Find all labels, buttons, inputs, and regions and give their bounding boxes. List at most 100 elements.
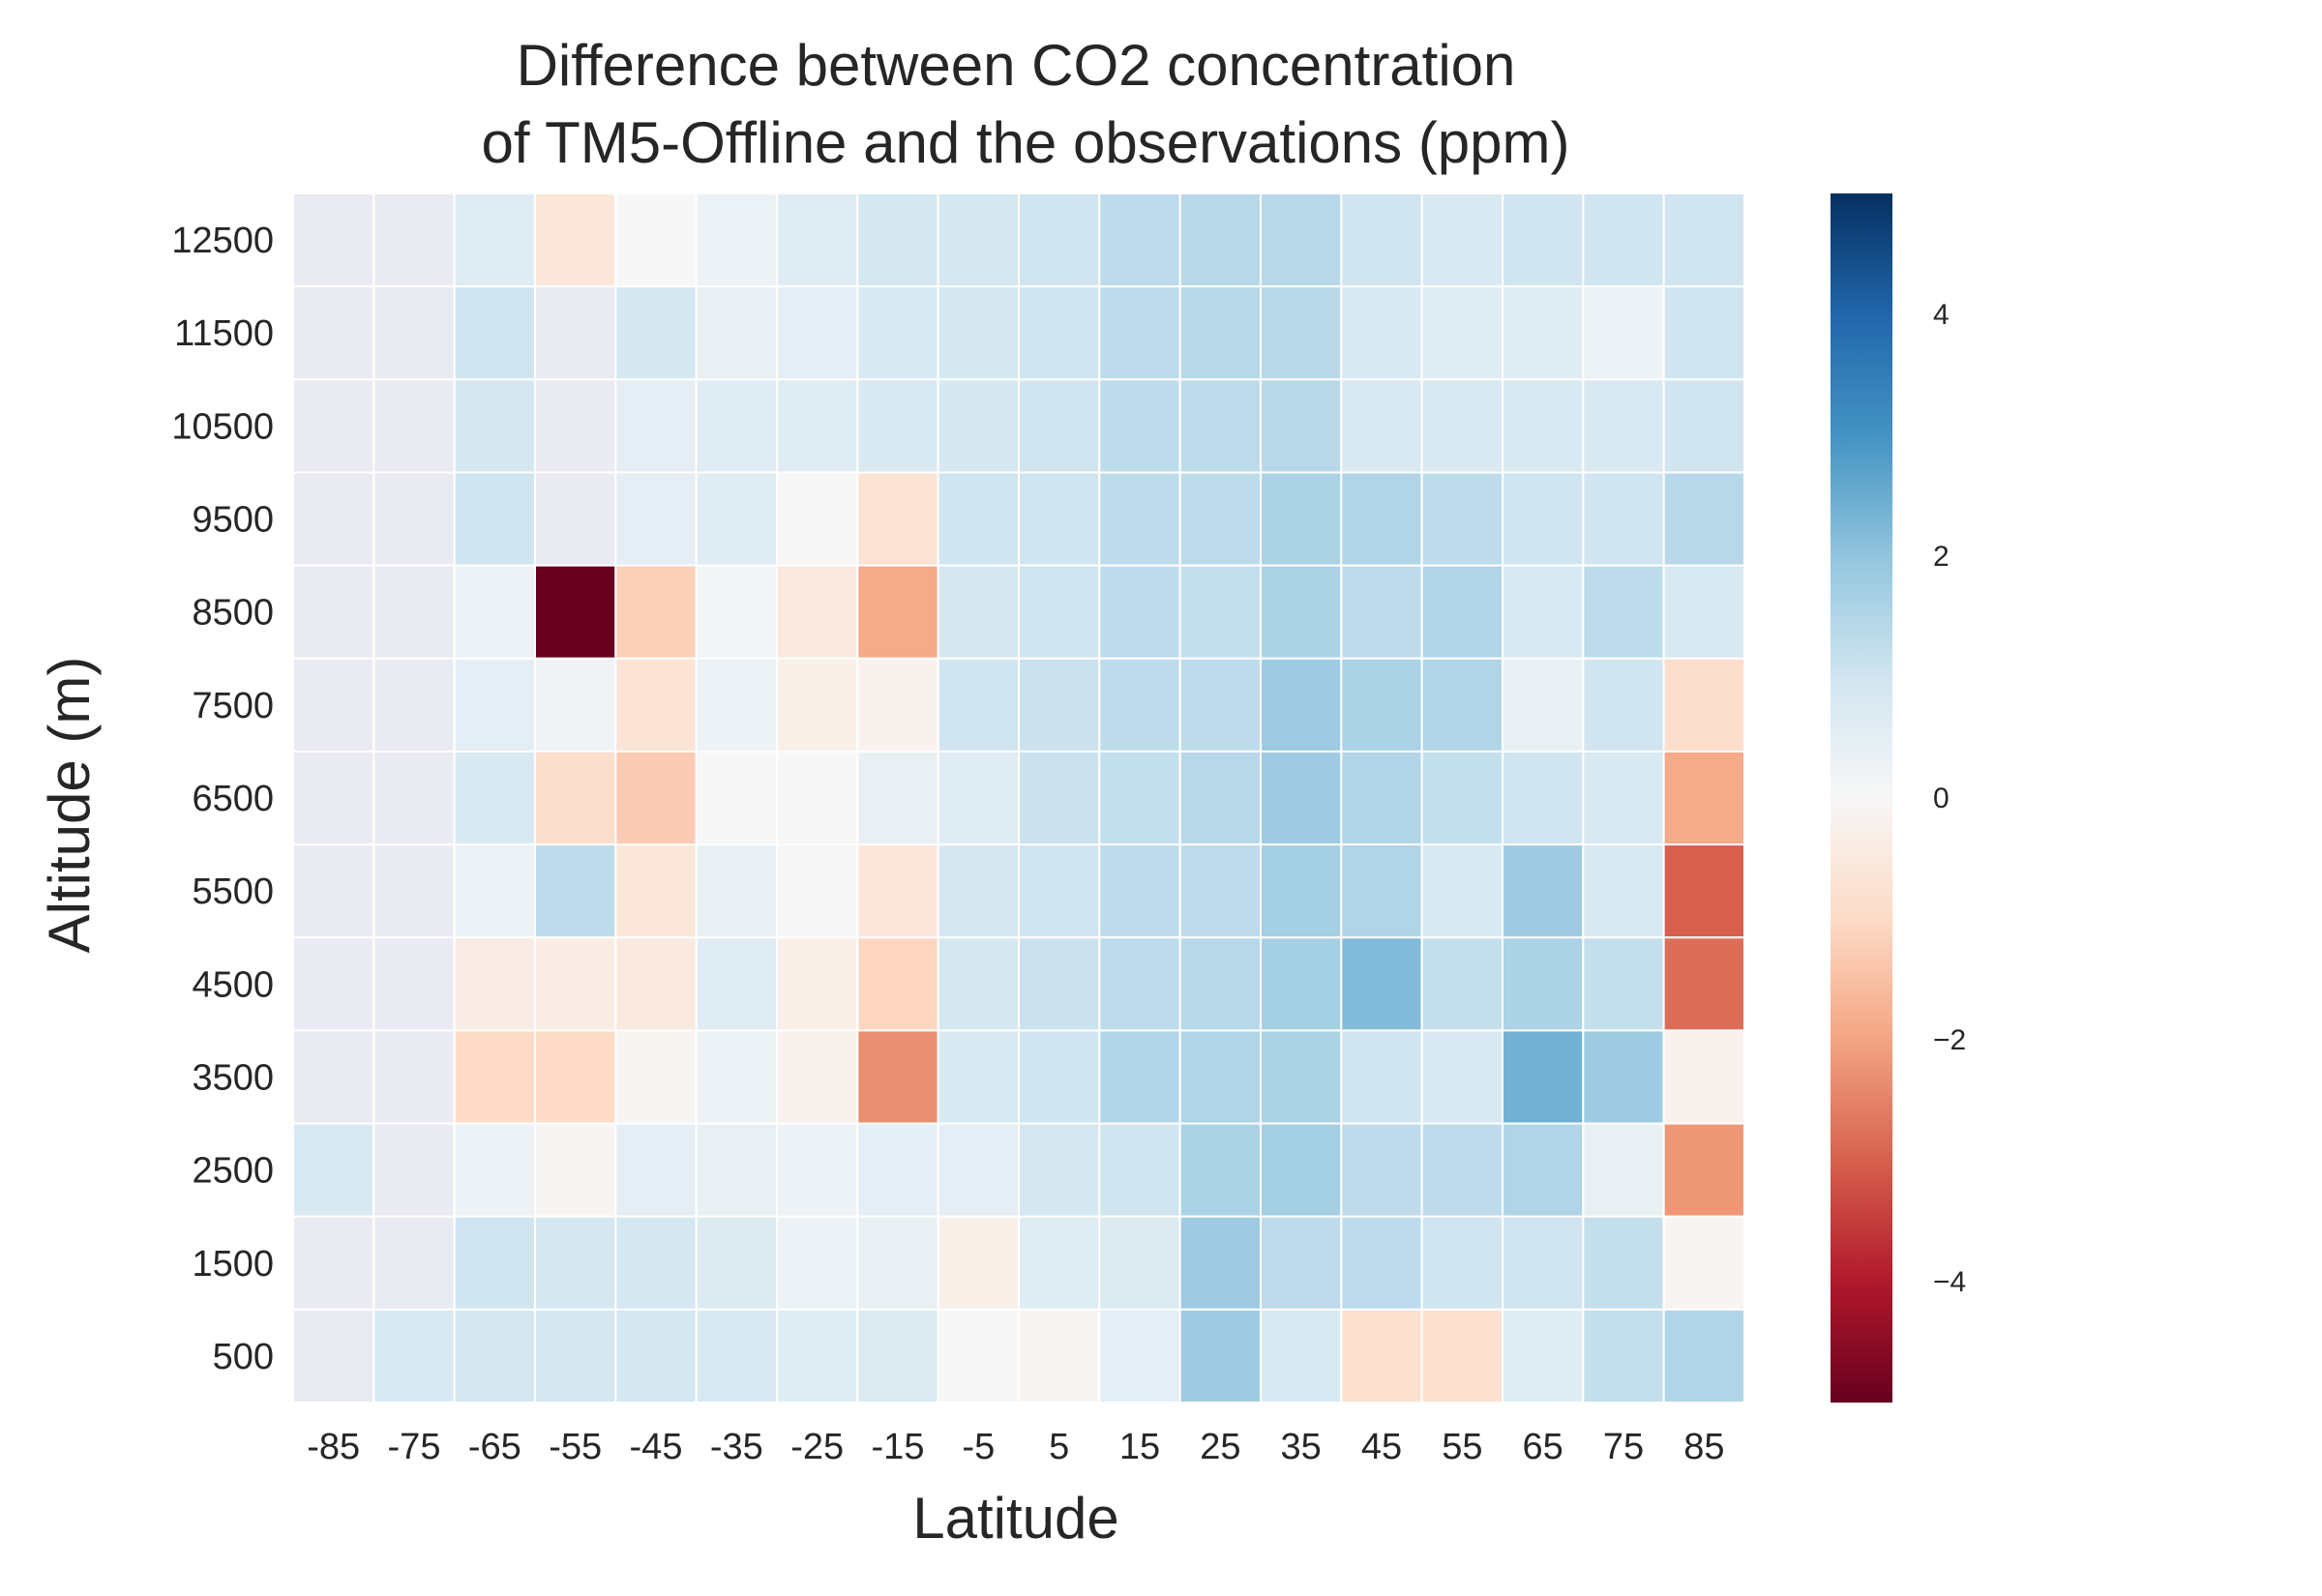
heatmap-cell bbox=[776, 1215, 859, 1311]
heatmap-cell bbox=[856, 1029, 939, 1125]
heatmap-cell bbox=[614, 750, 698, 846]
heatmap-cell bbox=[1178, 657, 1262, 753]
y-tick-label: 8500 bbox=[192, 593, 274, 634]
heatmap-cell bbox=[1582, 657, 1665, 753]
heatmap-cell bbox=[1098, 657, 1181, 753]
colorbar-tick-label: 0 bbox=[1933, 783, 1950, 814]
heatmap-cell bbox=[1582, 936, 1665, 1032]
heatmap-cell bbox=[1420, 1215, 1503, 1311]
heatmap-cell bbox=[937, 564, 1021, 660]
heatmap-cell bbox=[1340, 1029, 1423, 1125]
heatmap-cell bbox=[1260, 936, 1343, 1032]
heatmap-cell bbox=[695, 1308, 779, 1404]
heatmap-cell bbox=[1340, 192, 1423, 288]
chart-title-line-1: Difference between CO2 concentration bbox=[517, 33, 1516, 98]
heatmap-cell bbox=[292, 750, 375, 846]
heatmap-cell bbox=[776, 192, 859, 288]
y-tick-label: 3500 bbox=[192, 1057, 274, 1098]
heatmap-cell bbox=[1018, 285, 1101, 381]
heatmap-cell bbox=[1098, 750, 1181, 846]
heatmap-cell bbox=[937, 192, 1021, 288]
heatmap-cell bbox=[292, 1215, 375, 1311]
heatmap-cell bbox=[1502, 1029, 1585, 1125]
heatmap-cell bbox=[695, 1215, 779, 1311]
heatmap-cell bbox=[1420, 564, 1503, 660]
heatmap-cell bbox=[1662, 750, 1745, 846]
heatmap-cell bbox=[1502, 936, 1585, 1032]
heatmap-cell bbox=[1582, 1029, 1665, 1125]
heatmap-cell bbox=[1502, 750, 1585, 846]
x-tick-label: -15 bbox=[872, 1427, 925, 1467]
heatmap-cell bbox=[1178, 1122, 1262, 1218]
heatmap-cell bbox=[937, 1308, 1021, 1404]
heatmap-cell bbox=[1018, 1308, 1101, 1404]
heatmap-cell bbox=[1662, 471, 1745, 567]
heatmap-cell bbox=[856, 750, 939, 846]
heatmap-cell bbox=[534, 1029, 617, 1125]
heatmap-cell bbox=[856, 285, 939, 381]
heatmap-cell bbox=[1502, 192, 1585, 288]
heatmap-cell bbox=[534, 192, 617, 288]
heatmap-cell bbox=[1420, 471, 1503, 567]
heatmap-cell bbox=[1260, 378, 1343, 474]
heatmap-cell bbox=[292, 378, 375, 474]
heatmap-cell bbox=[1260, 750, 1343, 846]
heatmap-cell bbox=[1582, 378, 1665, 474]
heatmap-cell bbox=[372, 285, 456, 381]
x-tick-label: -5 bbox=[962, 1427, 995, 1467]
heatmap-cell bbox=[1178, 1308, 1262, 1404]
heatmap-cell bbox=[1502, 657, 1585, 753]
heatmap-cell bbox=[453, 657, 536, 753]
colorbar-tick-label: 4 bbox=[1933, 299, 1950, 331]
heatmap-cell bbox=[1662, 936, 1745, 1032]
heatmap-cell bbox=[1260, 1215, 1343, 1311]
heatmap-cell bbox=[776, 1308, 859, 1404]
heatmap-cell bbox=[856, 1122, 939, 1218]
heatmap-cell bbox=[937, 285, 1021, 381]
heatmap-cell bbox=[1420, 657, 1503, 753]
heatmap-cell bbox=[614, 1215, 698, 1311]
x-tick-label: 25 bbox=[1200, 1427, 1240, 1467]
heatmap-cell bbox=[1018, 378, 1101, 474]
heatmap-cell bbox=[1502, 1215, 1585, 1311]
x-tick-label: 45 bbox=[1361, 1427, 1402, 1467]
heatmap-cell bbox=[1260, 564, 1343, 660]
heatmap-cell bbox=[1420, 843, 1503, 939]
heatmap-cell bbox=[1582, 1308, 1665, 1404]
heatmap-cell bbox=[856, 936, 939, 1032]
heatmap-cell bbox=[1662, 1029, 1745, 1125]
heatmap-cell bbox=[372, 936, 456, 1032]
heatmap-cell bbox=[614, 1029, 698, 1125]
colorbar-tick-label: 2 bbox=[1933, 541, 1950, 573]
heatmap-cell bbox=[856, 192, 939, 288]
heatmap-cell bbox=[1098, 936, 1181, 1032]
heatmap-cell bbox=[372, 1215, 456, 1311]
heatmap-cell bbox=[1420, 285, 1503, 381]
heatmap-cell bbox=[856, 657, 939, 753]
heatmap-cell bbox=[1420, 1029, 1503, 1125]
x-axis-label: Latitude bbox=[912, 1486, 1119, 1551]
heatmap-cell bbox=[1098, 564, 1181, 660]
heatmap-cell bbox=[937, 936, 1021, 1032]
heatmap-cell bbox=[453, 750, 536, 846]
heatmap-cell bbox=[776, 843, 859, 939]
heatmap-cell bbox=[1340, 1122, 1423, 1218]
heatmap-cell bbox=[534, 843, 617, 939]
heatmap-cell bbox=[534, 1122, 617, 1218]
heatmap-cell bbox=[1018, 192, 1101, 288]
x-tick-label: 5 bbox=[1049, 1427, 1069, 1467]
heatmap-cell bbox=[614, 285, 698, 381]
heatmap-cell bbox=[453, 936, 536, 1032]
heatmap-cell bbox=[1098, 378, 1181, 474]
heatmap-cell bbox=[776, 285, 859, 381]
heatmap-cell bbox=[372, 657, 456, 753]
heatmap-cell bbox=[1582, 192, 1665, 288]
heatmap-cell bbox=[1098, 471, 1181, 567]
heatmap-cell bbox=[372, 1122, 456, 1218]
heatmap-cell bbox=[1502, 1122, 1585, 1218]
x-tick-label: 75 bbox=[1603, 1427, 1644, 1467]
heatmap-cell bbox=[1502, 843, 1585, 939]
heatmap-cell bbox=[1260, 1122, 1343, 1218]
heatmap-cell bbox=[453, 471, 536, 567]
